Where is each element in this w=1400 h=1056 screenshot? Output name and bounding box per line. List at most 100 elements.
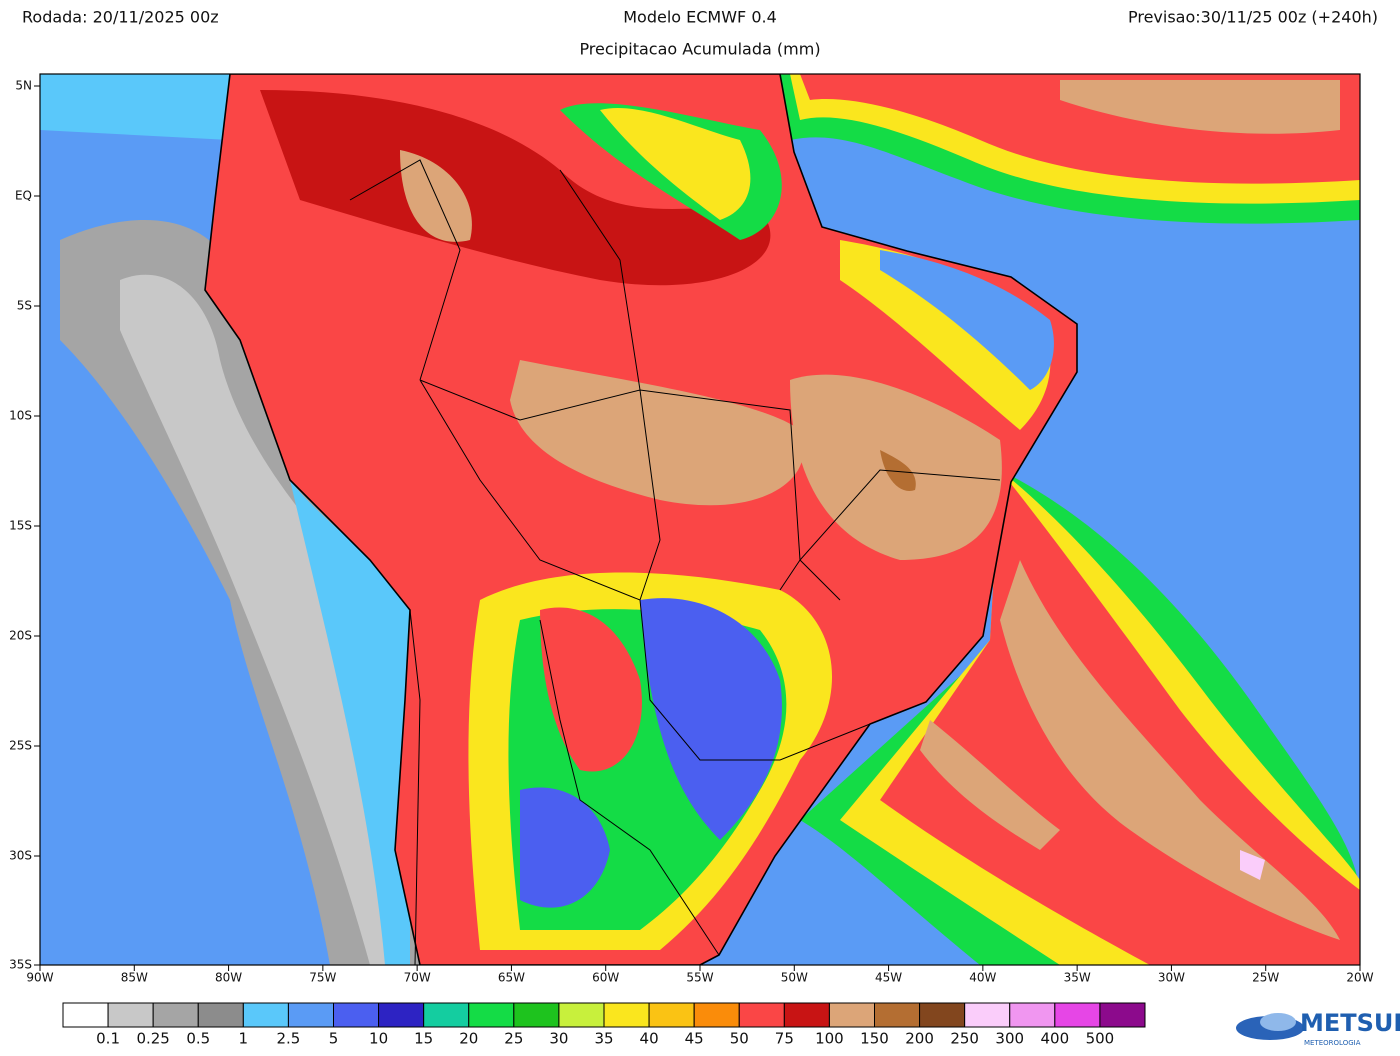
legend-swatch	[964, 1002, 1011, 1028]
legend-label: 40	[640, 1030, 659, 1048]
subtitle: Precipitacao Acumulada (mm)	[579, 40, 820, 59]
field	[880, 250, 1054, 390]
legend-label: 35	[594, 1030, 613, 1048]
field	[640, 598, 782, 840]
legend-swatch	[783, 1002, 830, 1028]
legend-label: 250	[950, 1030, 979, 1048]
legend-label: 150	[860, 1030, 889, 1048]
logo-icon	[1260, 1013, 1296, 1031]
lon-label: 60W	[592, 971, 619, 985]
legend-label: 45	[685, 1030, 704, 1048]
field	[40, 74, 240, 140]
lon-label: 20W	[1346, 971, 1373, 985]
field	[880, 450, 916, 491]
lon-label: 55W	[686, 971, 713, 985]
field	[520, 787, 610, 908]
legend-swatch	[62, 1002, 109, 1028]
lat-label: 35S	[9, 958, 32, 972]
legend-swatch	[378, 1002, 425, 1028]
field	[600, 107, 751, 220]
coastline	[204, 74, 1078, 965]
lon-label: 30W	[1158, 971, 1185, 985]
legend-swatch	[152, 1002, 199, 1028]
lat-label: 5N	[15, 79, 32, 93]
legend-label: 75	[775, 1030, 794, 1048]
legend-swatch	[513, 1002, 560, 1028]
legend-swatch	[242, 1002, 289, 1028]
logo-tagline: METEOROLOGIA	[1304, 1039, 1361, 1047]
legend-swatch	[828, 1002, 876, 1028]
lon-label: 85W	[121, 971, 148, 985]
legend-swatch	[333, 1002, 380, 1028]
logo-name: METSUL	[1300, 1009, 1400, 1037]
legend-label: 5	[329, 1030, 339, 1048]
lon-label: 40W	[969, 971, 996, 985]
lat-label: 15S	[9, 519, 32, 533]
forecast-time: Previsao:30/11/25 00z (+240h)	[1128, 8, 1378, 27]
lat-label: 5S	[17, 299, 32, 313]
legend-swatch	[648, 1002, 695, 1028]
field	[540, 607, 642, 772]
legend-swatch	[468, 1002, 515, 1028]
legend-swatch	[197, 1002, 244, 1028]
legend-swatch	[1099, 1002, 1146, 1028]
legend-swatch	[1054, 1002, 1101, 1028]
legend-label: 400	[1041, 1030, 1070, 1048]
legend-swatch	[107, 1002, 154, 1028]
legend-swatch	[693, 1002, 740, 1028]
lon-label: 80W	[215, 971, 242, 985]
legend-swatch	[603, 1002, 650, 1028]
field	[1000, 560, 1340, 940]
lat-label: EQ	[15, 189, 32, 203]
field	[840, 240, 1051, 430]
legend-label: 0.25	[136, 1030, 169, 1048]
land	[205, 74, 1077, 965]
lon-label: 75W	[309, 971, 336, 985]
legend-swatch	[558, 1002, 605, 1028]
lat-label: 30S	[9, 849, 32, 863]
legend-swatch	[1009, 1002, 1056, 1028]
field	[290, 480, 410, 965]
legend-label: 30	[549, 1030, 568, 1048]
legend-label: 0.1	[96, 1030, 120, 1048]
border-lines	[349, 159, 1001, 965]
model-name: Modelo ECMWF 0.4	[623, 8, 777, 27]
lon-label: 65W	[498, 971, 525, 985]
field	[510, 360, 804, 506]
legend-swatch	[738, 1002, 785, 1028]
legend-label: 200	[905, 1030, 934, 1048]
legend-label: 10	[369, 1030, 388, 1048]
legend-swatch	[423, 1002, 470, 1028]
precip-map	[40, 74, 1360, 965]
legend-label: 500	[1086, 1030, 1115, 1048]
field	[920, 720, 1060, 850]
field	[260, 90, 771, 286]
legend-label: 100	[815, 1030, 844, 1048]
legend-swatch	[919, 1002, 966, 1028]
legend-label: 15	[414, 1030, 433, 1048]
lon-label: 70W	[404, 971, 431, 985]
legend-label: 2.5	[276, 1030, 300, 1048]
legend-label: 25	[504, 1030, 523, 1048]
legend-swatch	[287, 1002, 334, 1028]
lat-label: 25S	[9, 739, 32, 753]
field	[120, 274, 400, 965]
legend-label: 300	[995, 1030, 1024, 1048]
lat-label: 10S	[9, 409, 32, 423]
lon-label: 50W	[781, 971, 808, 985]
legend-label: 50	[730, 1030, 749, 1048]
legend-label: 0.5	[186, 1030, 210, 1048]
logo: METSUL METEOROLOGIA	[1236, 1009, 1400, 1047]
lon-label: 25W	[1252, 971, 1279, 985]
colorbar: 0.1 0.25 0.5 1 2.5 5 10 15 20 25 30 35 40 45 50 75 100 15…	[62, 1002, 1146, 1048]
lat-label: 20S	[9, 629, 32, 643]
run-time: Rodada: 20/11/2025 00z	[22, 8, 219, 27]
legend-label: 1	[239, 1030, 249, 1048]
field	[1240, 850, 1265, 880]
lon-label: 45W	[875, 971, 902, 985]
lon-label: 35W	[1064, 971, 1091, 985]
legend-swatch	[874, 1002, 921, 1028]
field	[1060, 80, 1340, 134]
